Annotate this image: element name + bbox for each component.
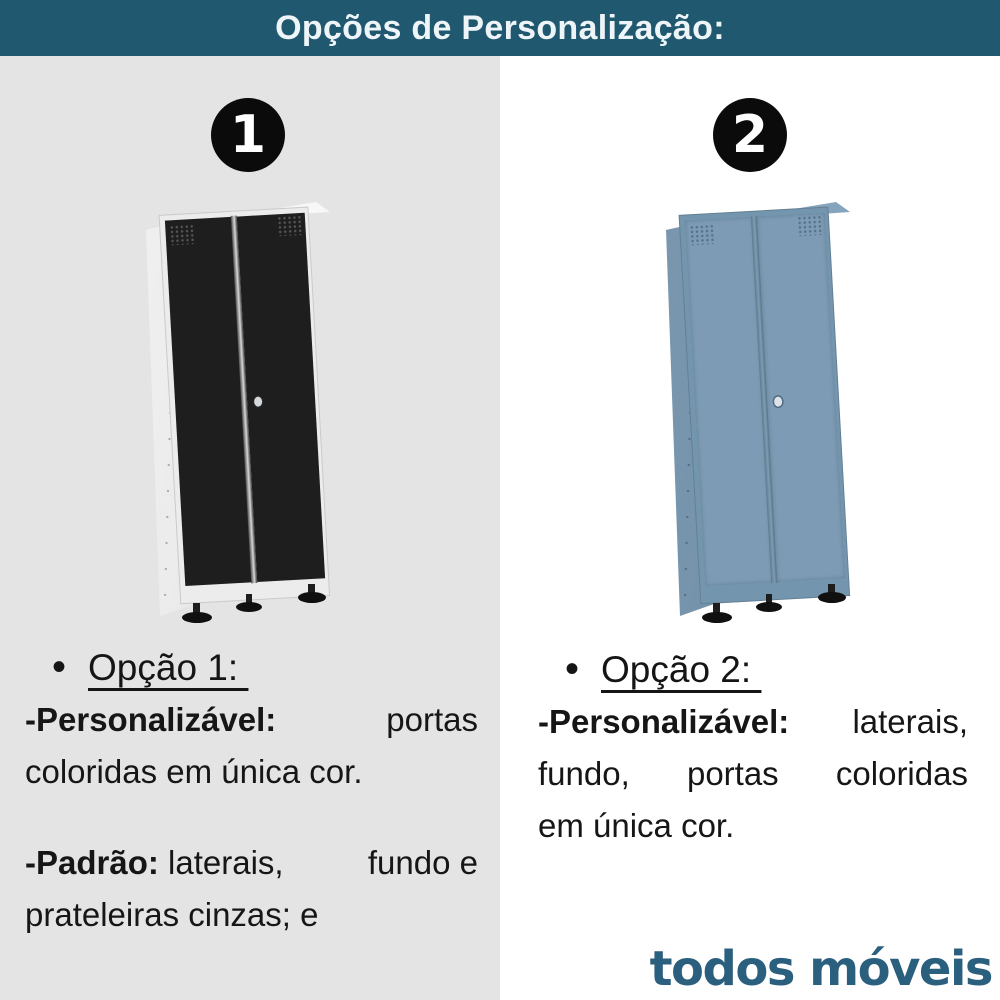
cabinet-foot [702,612,732,623]
cabinet-foot [246,594,252,604]
option-1-heading-label: Opção 1: [88,647,249,688]
header-banner: Opções de Personalização: [0,0,1000,56]
option-2-heading-label: Opção 2: [601,649,762,690]
bullet-icon: • [52,645,67,689]
page-title: Opções de Personalização: [275,8,725,47]
cabinet-foot [713,603,720,614]
option-1-number-badge: 1 [211,98,285,172]
option-2-number-badge: 2 [713,98,787,172]
text-line: -Personalizável: laterais, [538,696,968,748]
option-1-paragraph-1: -Personalizável: portas coloridas em úni… [25,694,478,798]
cabinet-foot [818,592,846,603]
text-word: laterais, [852,703,968,740]
cabinet-option-2-image [660,200,860,640]
cabinet-foot [756,602,782,612]
bullet-icon: • [565,647,580,691]
vent-holes-icon [796,214,822,237]
personalizavel-label: -Personalizável: [538,703,790,740]
option-1-paragraph-2: -Padrão: laterais, fundo e prateleiras c… [25,837,478,941]
cabinet-foot [298,592,326,603]
cabinet-option-1-image [140,200,340,640]
text-line: -Personalizável: portas [25,694,478,746]
padrao-label: -Padrão: [25,844,159,881]
text-line: coloridas em única cor. [25,753,363,790]
option-2-heading: • Opção 2: [565,647,761,692]
cabinet-foot [828,584,835,594]
text-line: prateleiras cinzas; e [25,896,319,933]
text-line: em única cor. [538,807,735,844]
todos-moveis-logo: todos móveis [649,941,994,997]
option-2-paragraph-1: -Personalizável: laterais, fundo, portas… [538,696,968,852]
personalizavel-label: -Personalizável: [25,701,277,738]
vent-holes-icon [689,224,715,246]
text-word: portas [386,701,478,738]
cabinet-foot [766,594,772,604]
cabinet-foot [236,602,262,612]
vent-holes-icon [169,224,195,246]
text-line: -Padrão: laterais, fundo e [25,837,478,889]
cabinet-foot [308,584,315,594]
cabinet-1-front [158,206,331,605]
cabinet-2-front [678,206,851,605]
text-word: laterais, [158,844,284,881]
vent-holes-icon [276,214,302,237]
text-word: fundo, [538,755,630,792]
text-word: portas [686,755,779,792]
cabinet-foot [193,603,200,614]
cabinet-foot [182,612,212,623]
text-word: coloridas [835,755,968,792]
text-line: fundo, portas coloridas [538,748,968,800]
option-1-heading: • Opção 1: [52,645,248,690]
option-1-number: 1 [229,105,267,165]
text-group: fundo e [367,844,478,881]
text-group: -Padrão: laterais, [25,837,284,889]
option-2-number: 2 [731,105,769,165]
